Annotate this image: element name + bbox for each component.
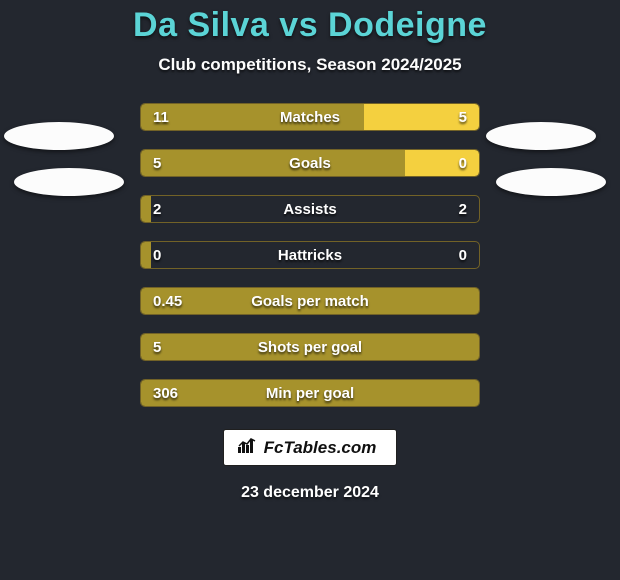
brand-name: FcTables.com bbox=[264, 438, 377, 458]
stat-row: 22Assists bbox=[140, 195, 480, 223]
stat-label: Hattricks bbox=[141, 242, 479, 268]
brand-badge[interactable]: FcTables.com bbox=[223, 429, 398, 466]
stat-label: Shots per goal bbox=[141, 334, 479, 360]
date-text: 23 december 2024 bbox=[241, 484, 379, 502]
page-title: Da Silva vs Dodeigne bbox=[133, 6, 487, 45]
stat-row: 50Goals bbox=[140, 149, 480, 177]
stat-row: 5Shots per goal bbox=[140, 333, 480, 361]
stat-label: Goals per match bbox=[141, 288, 479, 314]
player-ellipse-2 bbox=[486, 122, 596, 150]
player-ellipse-3 bbox=[496, 168, 606, 196]
stat-label: Matches bbox=[141, 104, 479, 130]
stat-row: 0.45Goals per match bbox=[140, 287, 480, 315]
subtitle: Club competitions, Season 2024/2025 bbox=[158, 55, 461, 75]
player-ellipse-1 bbox=[14, 168, 124, 196]
stat-label: Assists bbox=[141, 196, 479, 222]
stat-row: 00Hattricks bbox=[140, 241, 480, 269]
stat-label: Goals bbox=[141, 150, 479, 176]
stat-label: Min per goal bbox=[141, 380, 479, 406]
stat-row: 306Min per goal bbox=[140, 379, 480, 407]
player-ellipse-0 bbox=[4, 122, 114, 150]
stat-row: 115Matches bbox=[140, 103, 480, 131]
chart-icon bbox=[238, 437, 258, 458]
